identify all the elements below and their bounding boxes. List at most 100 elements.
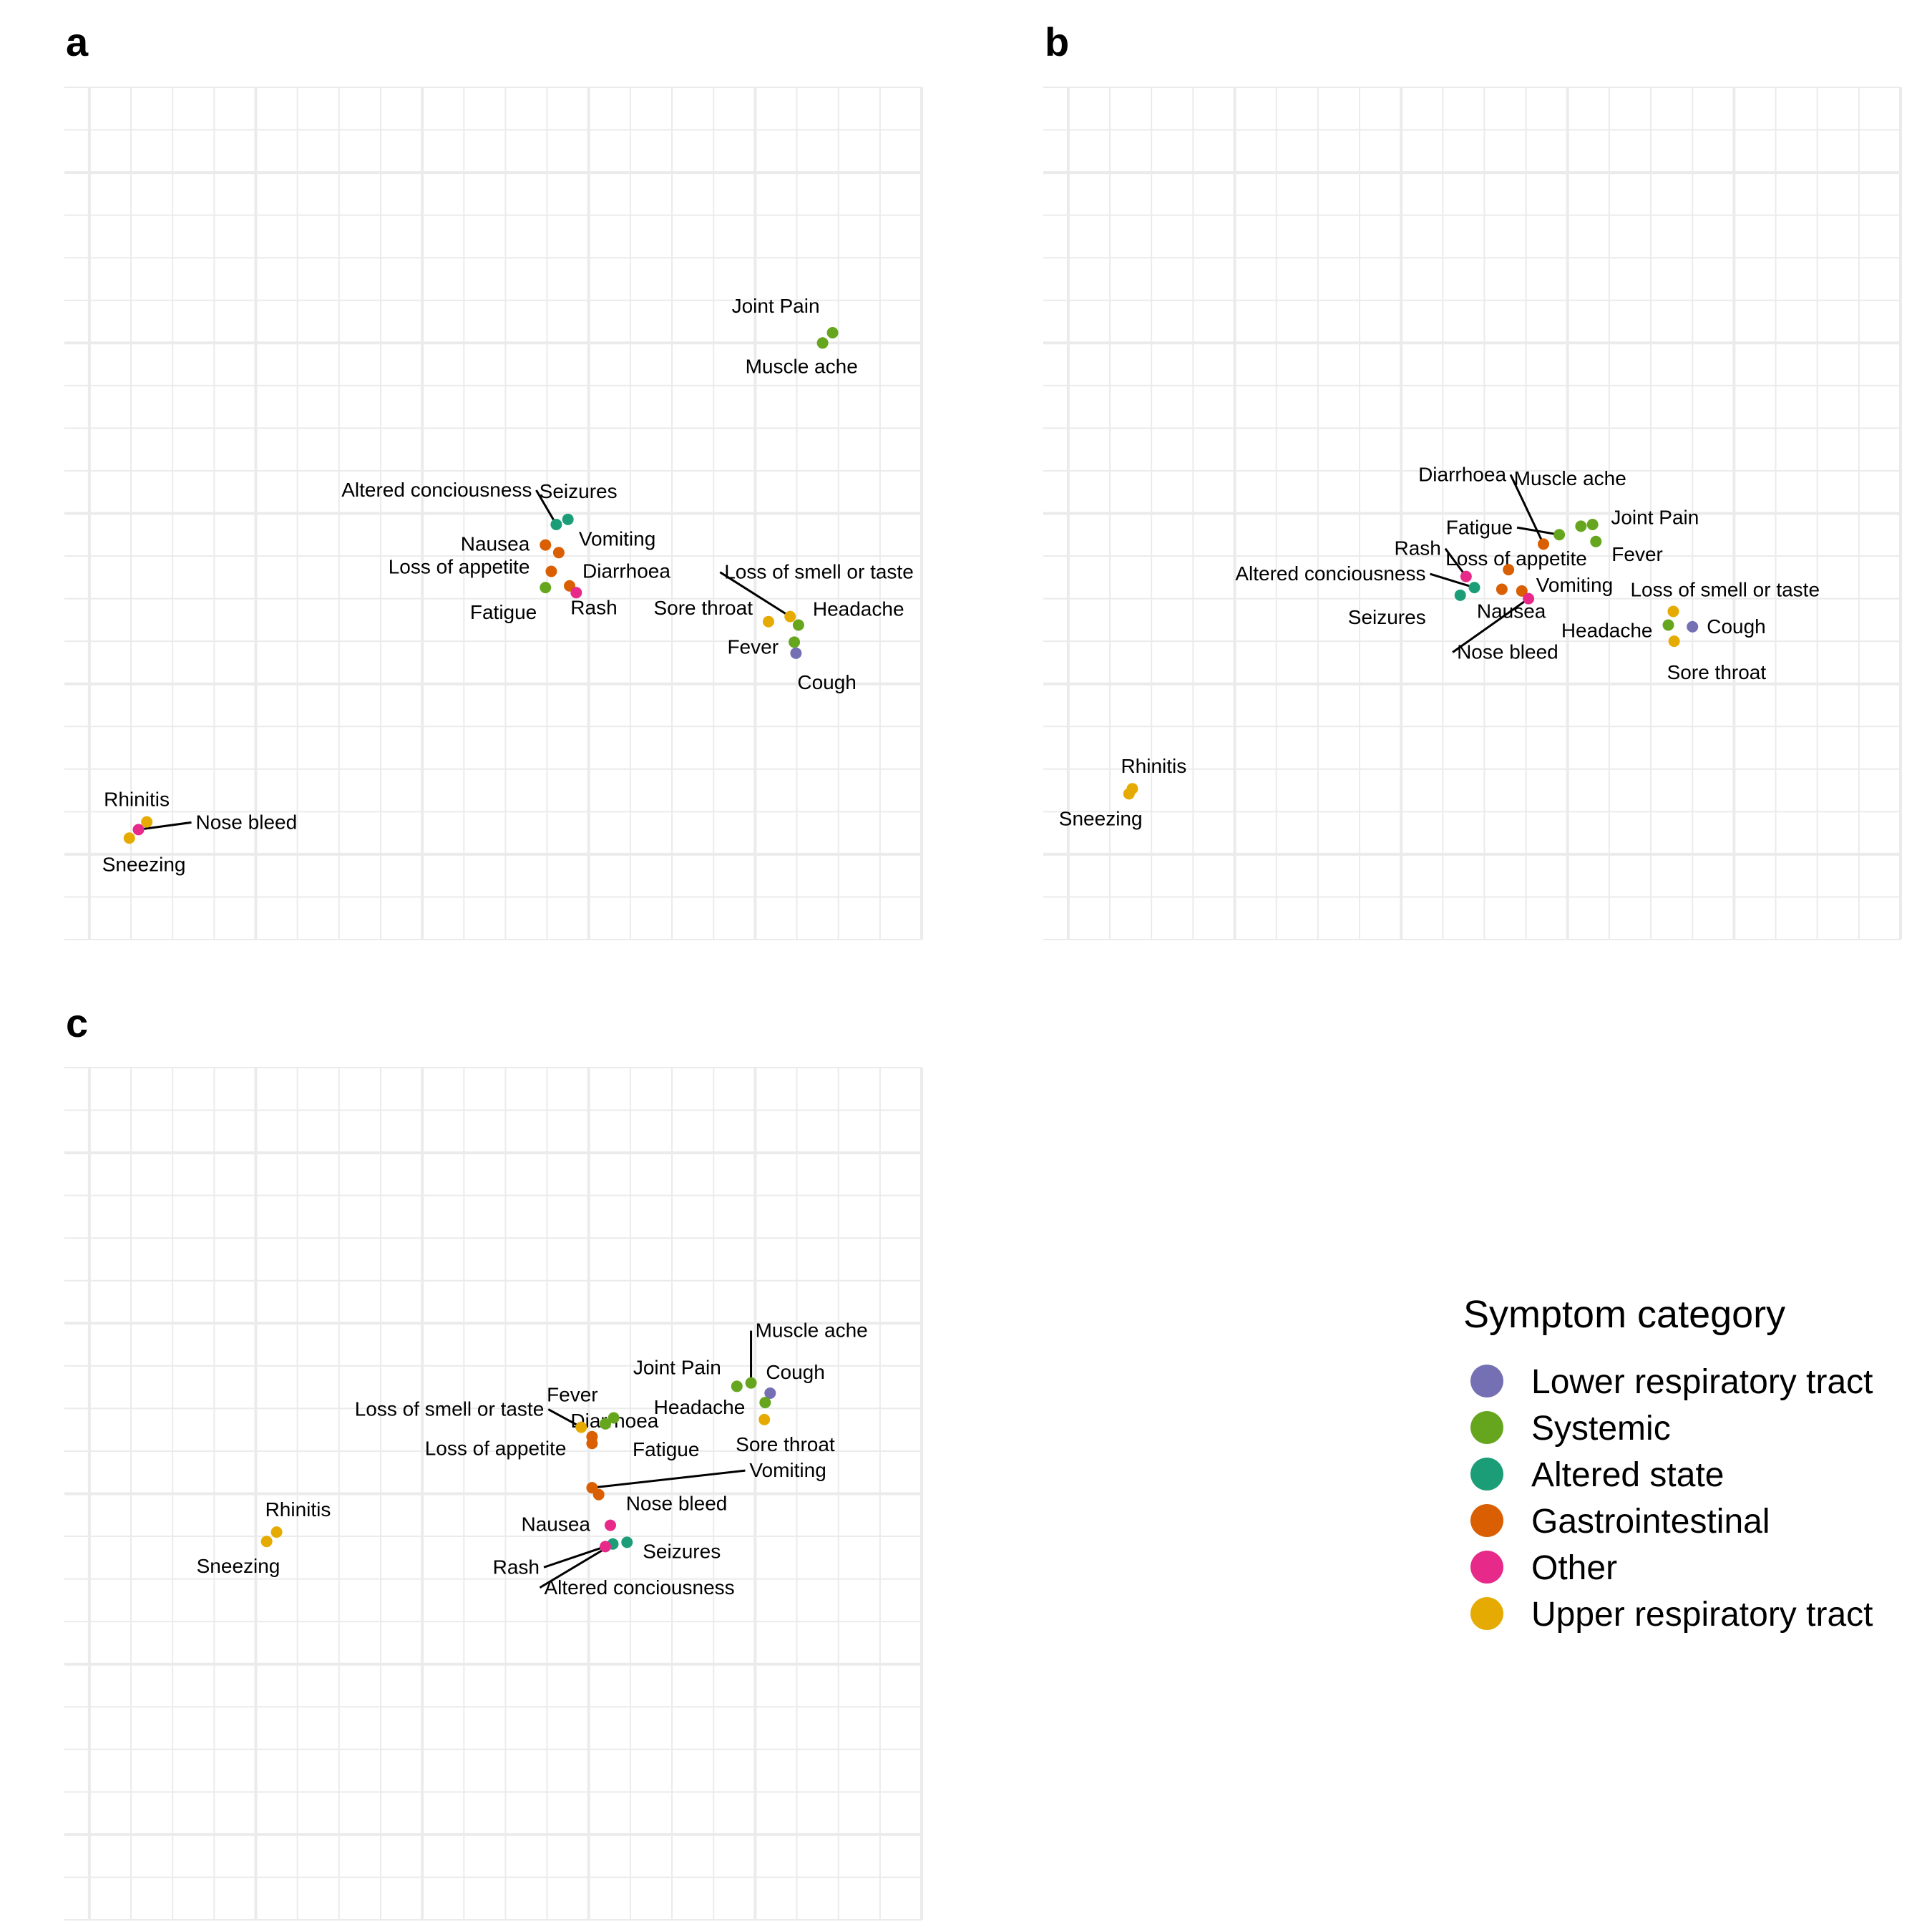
point-altered-conciousness [1468, 582, 1480, 594]
point-fever [1590, 535, 1602, 547]
point-joint-pain [731, 1380, 743, 1392]
point-label-nausea: Nausea [461, 533, 530, 555]
legend-title: Symptom category [1463, 1293, 1785, 1336]
point-seizures [1454, 589, 1466, 601]
leader-line-loss-of-smell-or-taste [547, 1408, 582, 1428]
point-label-vomiting: Vomiting [1536, 574, 1613, 596]
point-altered-conciousness [550, 518, 562, 530]
panel-b-points [1123, 518, 1699, 800]
point-label-nose-bleed: Nose bleed [626, 1493, 728, 1515]
point-loss-of-appetite [1503, 564, 1515, 576]
point-label-muscle-ache: Muscle ache [1514, 467, 1626, 489]
point-muscle-ache [745, 1377, 757, 1389]
point-sore-throat [1668, 635, 1680, 648]
panel-c-grid [64, 1067, 923, 1921]
point-sore-throat [762, 615, 774, 628]
point-loss-of-smell-or-taste [1667, 605, 1679, 618]
point-label-rash: Rash [1394, 537, 1440, 560]
leader-line-nose-bleed [138, 821, 192, 831]
point-label-sore-throat: Sore throat [1667, 661, 1767, 683]
point-seizures [562, 513, 574, 525]
leader-line-rash [1444, 547, 1468, 577]
point-label-rash: Rash [493, 1556, 540, 1578]
point-label-seizures: Seizures [643, 1540, 721, 1562]
point-sore-throat [758, 1413, 771, 1425]
point-label-loss-of-smell-or-taste: Loss of smell or taste [1630, 578, 1820, 600]
point-label-fever: Fever [1611, 543, 1663, 565]
point-fever [789, 636, 801, 648]
point-label-nose-bleed: Nose bleed [196, 811, 298, 833]
point-label-muscle-ache: Muscle ache [746, 355, 858, 377]
point-label-sore-throat: Sore throat [736, 1433, 835, 1455]
point-label-joint-pain: Joint Pain [732, 295, 820, 317]
point-loss-of-appetite [545, 565, 557, 577]
panel-c-points [260, 1377, 776, 1553]
point-rhinitis [270, 1526, 283, 1538]
point-diarrhoea [586, 1438, 598, 1450]
legend-label-upper-respiratory-tract: Upper respiratory tract [1531, 1596, 1873, 1634]
point-nausea [540, 539, 552, 551]
leader-line-vomiting [592, 1469, 746, 1489]
point-label-rhinitis: Rhinitis [265, 1498, 331, 1521]
point-nose-bleed [592, 1488, 605, 1501]
point-label-cough: Cough [797, 671, 857, 693]
point-sneezing [123, 832, 135, 844]
point-label-headache: Headache [1561, 620, 1653, 642]
point-vomiting [1516, 585, 1528, 597]
point-label-loss-of-smell-or-taste: Loss of smell or taste [355, 1398, 545, 1420]
point-label-fever: Fever [547, 1384, 598, 1406]
point-fatigue [540, 582, 552, 594]
legend-label-altered-state: Altered state [1531, 1456, 1724, 1494]
legend-label-systemic: Systemic [1531, 1410, 1671, 1448]
point-label-rash: Rash [570, 596, 617, 618]
point-label-diarrhoea: Diarrhoea [582, 560, 670, 582]
legend-swatch-altered-state [1470, 1458, 1503, 1491]
panel-a-grid [64, 87, 923, 940]
point-headache [1662, 619, 1674, 631]
point-label-rhinitis: Rhinitis [1121, 755, 1186, 777]
point-label-loss-of-appetite: Loss of appetite [389, 555, 530, 577]
point-label-joint-pain: Joint Pain [1611, 506, 1699, 528]
panel-c: c Muscle ache Joint Pain Cough Headache Sore … [64, 1000, 923, 1921]
point-label-loss-of-appetite: Loss of appetite [1445, 547, 1587, 570]
point-label-vomiting: Vomiting [579, 527, 655, 550]
point-seizures [621, 1536, 633, 1548]
point-diarrhoea [1538, 538, 1550, 550]
point-sneezing [1123, 788, 1135, 800]
point-joint-pain [826, 327, 839, 339]
point-headache [759, 1397, 771, 1409]
leader-line-nose-bleed [1452, 597, 1529, 653]
point-label-sneezing: Sneezing [102, 853, 186, 875]
point-label-altered-conciousness: Altered conciousness [1235, 562, 1425, 585]
panel-a-points [123, 327, 839, 844]
leader-line-altered-conciousness [535, 489, 557, 525]
point-nausea [604, 1519, 616, 1531]
point-label-nausea: Nausea [521, 1513, 590, 1536]
leader-line-diarrhoea [1509, 474, 1545, 545]
point-label-muscle-ache: Muscle ache [756, 1319, 868, 1342]
panel-a: a Joint Pain Muscle ache Seizures Altered co… [64, 19, 923, 940]
point-vomiting [552, 547, 565, 559]
point-nose-bleed [1523, 592, 1535, 605]
point-label-seizures: Seizures [540, 480, 618, 502]
panel-b: b Muscle ache Joint Pain Fatigue Fever Diarrh… [1043, 19, 1902, 940]
legend: Symptom category Lower respiratory tract S… [1463, 1293, 1873, 1634]
point-label-vomiting: Vomiting [749, 1459, 826, 1481]
point-joint-pain [1575, 520, 1587, 532]
point-label-sore-throat: Sore throat [653, 597, 753, 619]
legend-swatch-other [1470, 1551, 1503, 1584]
legend-label-other: Other [1531, 1549, 1617, 1587]
leader-line-rash [543, 1545, 606, 1568]
panel-b-labels: Muscle ache Joint Pain Fatigue Fever Diarrho… [1059, 463, 1820, 829]
point-label-fever: Fever [727, 635, 779, 658]
point-loss-of-smell-or-taste [784, 610, 796, 623]
point-rhinitis [141, 816, 153, 828]
panel-c-labels: Muscle ache Joint Pain Cough Headache Sore t… [197, 1319, 868, 1599]
point-label-headache: Headache [813, 598, 904, 620]
panel-a-letter: a [66, 19, 89, 64]
point-label-altered-conciousness: Altered conciousness [341, 479, 532, 501]
point-label-sneezing: Sneezing [197, 1555, 280, 1577]
point-label-rhinitis: Rhinitis [104, 789, 170, 811]
legend-swatch-systemic [1470, 1411, 1503, 1444]
